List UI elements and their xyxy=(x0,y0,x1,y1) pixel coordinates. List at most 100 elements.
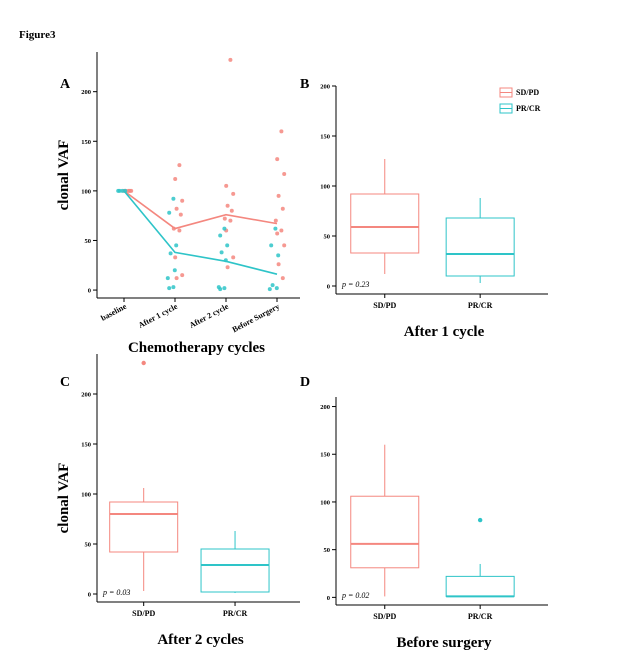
panel-A-point-pr-cr xyxy=(171,285,176,290)
panel-A-point-sd-pd xyxy=(178,212,183,217)
panel-A-point-pr-cr xyxy=(172,268,177,273)
panel-D-ytick-label: 150 xyxy=(320,452,330,459)
panel-B-xtick-label: PR/CR xyxy=(468,301,493,310)
panel-A-xlabel: Chemotherapy cycles xyxy=(128,340,265,356)
panel-C-pvalue: p = 0.03 xyxy=(102,588,130,597)
panel-A-point-sd-pd xyxy=(229,208,234,213)
panel-B-letter: B xyxy=(300,77,309,92)
panel-A-ytick-label: 0 xyxy=(88,288,91,295)
panel-D-xtick-label: SD/PD xyxy=(373,612,396,621)
panel-D-outlier-pr-cr xyxy=(477,517,483,523)
panel-B-ytick-label: 0 xyxy=(327,284,330,291)
panel-A-point-sd-pd xyxy=(231,255,236,260)
panel-B-ytick-label: 200 xyxy=(320,84,330,91)
panel-D-box-pr-cr xyxy=(445,575,515,597)
panel-A-point-pr-cr xyxy=(222,226,227,231)
panel-A-point-pr-cr xyxy=(225,243,230,248)
panel-A-point-sd-pd xyxy=(222,216,227,221)
panel-A-point-pr-cr xyxy=(167,286,172,291)
panel-A-point-sd-pd xyxy=(180,198,185,203)
legend-label: SD/PD xyxy=(516,88,539,97)
panel-A-line-pr-cr xyxy=(123,190,278,275)
panel-A-point-sd-pd xyxy=(276,193,281,198)
panel-A-point-sd-pd xyxy=(173,255,178,260)
panel-C-ytick-label: 50 xyxy=(85,542,92,549)
panel-A-point-sd-pd xyxy=(282,243,287,248)
panel-A-point-pr-cr xyxy=(269,243,274,248)
panel-D-pvalue: p = 0.02 xyxy=(341,591,369,600)
panel-A-letter: A xyxy=(60,77,71,92)
panel-C-outlier-sd-pd xyxy=(141,360,146,366)
panel-C-ytick-label: 150 xyxy=(81,442,91,449)
panel-B-pvalue: p = 0.23 xyxy=(341,280,369,289)
panel-A-point-pr-cr xyxy=(174,243,179,248)
panel-D-ytick-label: 200 xyxy=(320,404,330,411)
panel-A-point-pr-cr xyxy=(117,188,122,193)
panel-A-ytick-label: 150 xyxy=(81,139,91,146)
panel-A-point-sd-pd xyxy=(173,176,178,181)
panel-A-point-sd-pd xyxy=(174,276,179,281)
panel-A-point-sd-pd xyxy=(273,218,278,223)
panel-A-point-sd-pd xyxy=(275,157,280,162)
panel-A-point-sd-pd xyxy=(279,228,284,233)
panel-A-line-sd-pd xyxy=(123,190,278,230)
panel-D-ytick-label: 0 xyxy=(327,595,330,602)
panel-B-xtick-label: SD/PD xyxy=(373,301,396,310)
panel-A-point-sd-pd xyxy=(282,172,287,177)
panel-A-point-pr-cr xyxy=(270,283,275,288)
panel-A-point-pr-cr xyxy=(168,251,173,256)
panel-A-point-sd-pd xyxy=(228,218,233,223)
panel-A-xtick-label: After 1 cycle xyxy=(137,302,180,330)
panel-A-point-sd-pd xyxy=(276,262,281,267)
panel-C-box-sd-pd xyxy=(109,501,179,553)
legend-label: PR/CR xyxy=(516,104,541,113)
panel-A-point-pr-cr xyxy=(222,286,227,291)
panel-B-ytick-label: 150 xyxy=(320,134,330,141)
panel-B-box-pr-cr xyxy=(445,217,515,277)
panel-A-point-sd-pd xyxy=(225,265,230,270)
panel-B-box-sd-pd xyxy=(350,193,420,254)
panel-A-xtick-label: baseline xyxy=(99,302,128,323)
panel-A-ytick-label: 50 xyxy=(85,238,92,245)
panel-C-ytick-label: 100 xyxy=(81,492,91,499)
panel-A-point-pr-cr xyxy=(167,210,172,215)
panel-D-ytick-label: 100 xyxy=(320,499,330,506)
panel-A-point-pr-cr xyxy=(274,286,279,291)
panel-A-point-pr-cr xyxy=(165,276,170,281)
panel-A-point-sd-pd xyxy=(275,231,280,236)
panel-C-ylabel: clonal VAF xyxy=(56,463,72,534)
panel-A-point-sd-pd xyxy=(280,206,285,211)
panel-A-point-sd-pd xyxy=(224,183,229,188)
figure-title: Figure3 xyxy=(19,29,56,41)
panel-A-ytick-label: 200 xyxy=(81,89,91,96)
panel-A-ylabel: clonal VAF xyxy=(56,140,72,211)
panel-A-point-sd-pd xyxy=(177,228,182,233)
panel-A-ytick-label: 100 xyxy=(81,188,91,195)
panel-A-point-sd-pd xyxy=(279,129,284,134)
panel-C-xtick-label: PR/CR xyxy=(223,609,248,618)
panel-A-xtick-label: After 2 cycle xyxy=(188,302,231,330)
panel-A-point-sd-pd xyxy=(225,203,230,208)
panel-C-ytick-label: 0 xyxy=(88,592,91,599)
panel-C-xtick-label: SD/PD xyxy=(132,609,155,618)
panel-B-ytick-label: 100 xyxy=(320,184,330,191)
panel-A-point-pr-cr xyxy=(219,250,224,255)
panel-A-point-pr-cr xyxy=(218,287,223,292)
panel-D-title: Before surgery xyxy=(396,635,492,651)
panel-A-point-pr-cr xyxy=(273,226,278,231)
panel-A-point-pr-cr xyxy=(218,233,223,238)
panel-A-point-sd-pd xyxy=(180,273,185,278)
panel-D-ytick-label: 50 xyxy=(324,547,331,554)
panel-A-point-pr-cr xyxy=(276,253,281,258)
panel-D-box-sd-pd xyxy=(350,495,420,569)
panel-B-title: After 1 cycle xyxy=(404,324,485,340)
panel-C-ytick-label: 200 xyxy=(81,392,91,399)
panel-D-letter: D xyxy=(300,375,310,390)
panel-A-point-sd-pd xyxy=(127,188,132,193)
panel-A-point-pr-cr xyxy=(171,196,176,201)
panel-A-point-pr-cr xyxy=(120,188,125,193)
panel-A-point-sd-pd xyxy=(174,206,179,211)
panel-A-point-sd-pd xyxy=(231,191,236,196)
panel-D-xtick-label: PR/CR xyxy=(468,612,493,621)
